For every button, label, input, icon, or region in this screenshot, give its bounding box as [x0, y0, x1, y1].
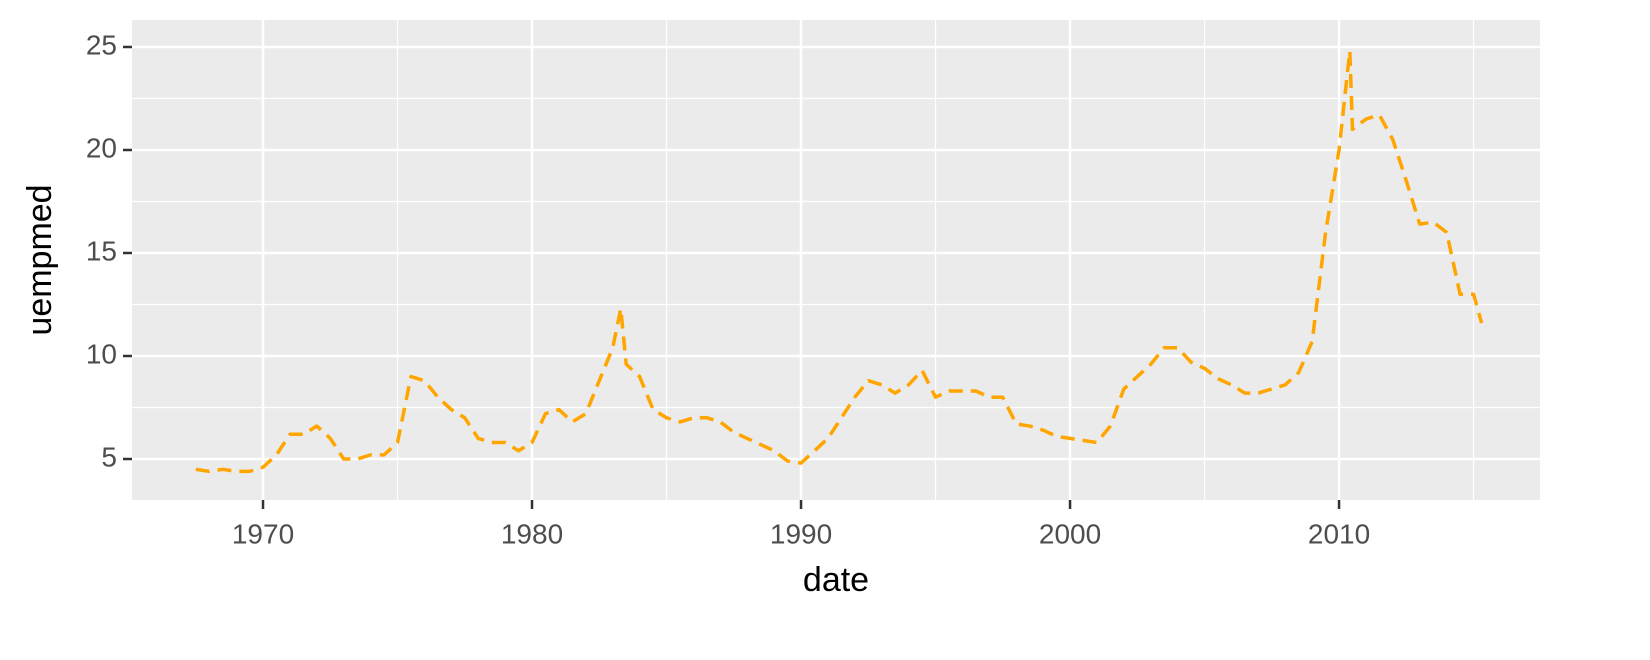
- x-tick-label: 2000: [1039, 518, 1101, 549]
- y-tick-label: 10: [86, 338, 117, 369]
- x-axis-title: date: [803, 561, 869, 599]
- y-axis-title: uempmed: [21, 184, 59, 335]
- y-tick-label: 5: [101, 441, 117, 472]
- y-tick-label: 15: [86, 235, 117, 266]
- x-tick-label: 1970: [232, 518, 294, 549]
- plot-background: [132, 20, 1540, 500]
- data-line: [195, 49, 1484, 474]
- x-tick-label: 2010: [1308, 518, 1370, 549]
- x-tick-label: 1990: [770, 518, 832, 549]
- x-tick-label: 1980: [501, 518, 563, 549]
- y-tick-label: 20: [86, 132, 117, 163]
- y-tick-label: 25: [86, 29, 117, 60]
